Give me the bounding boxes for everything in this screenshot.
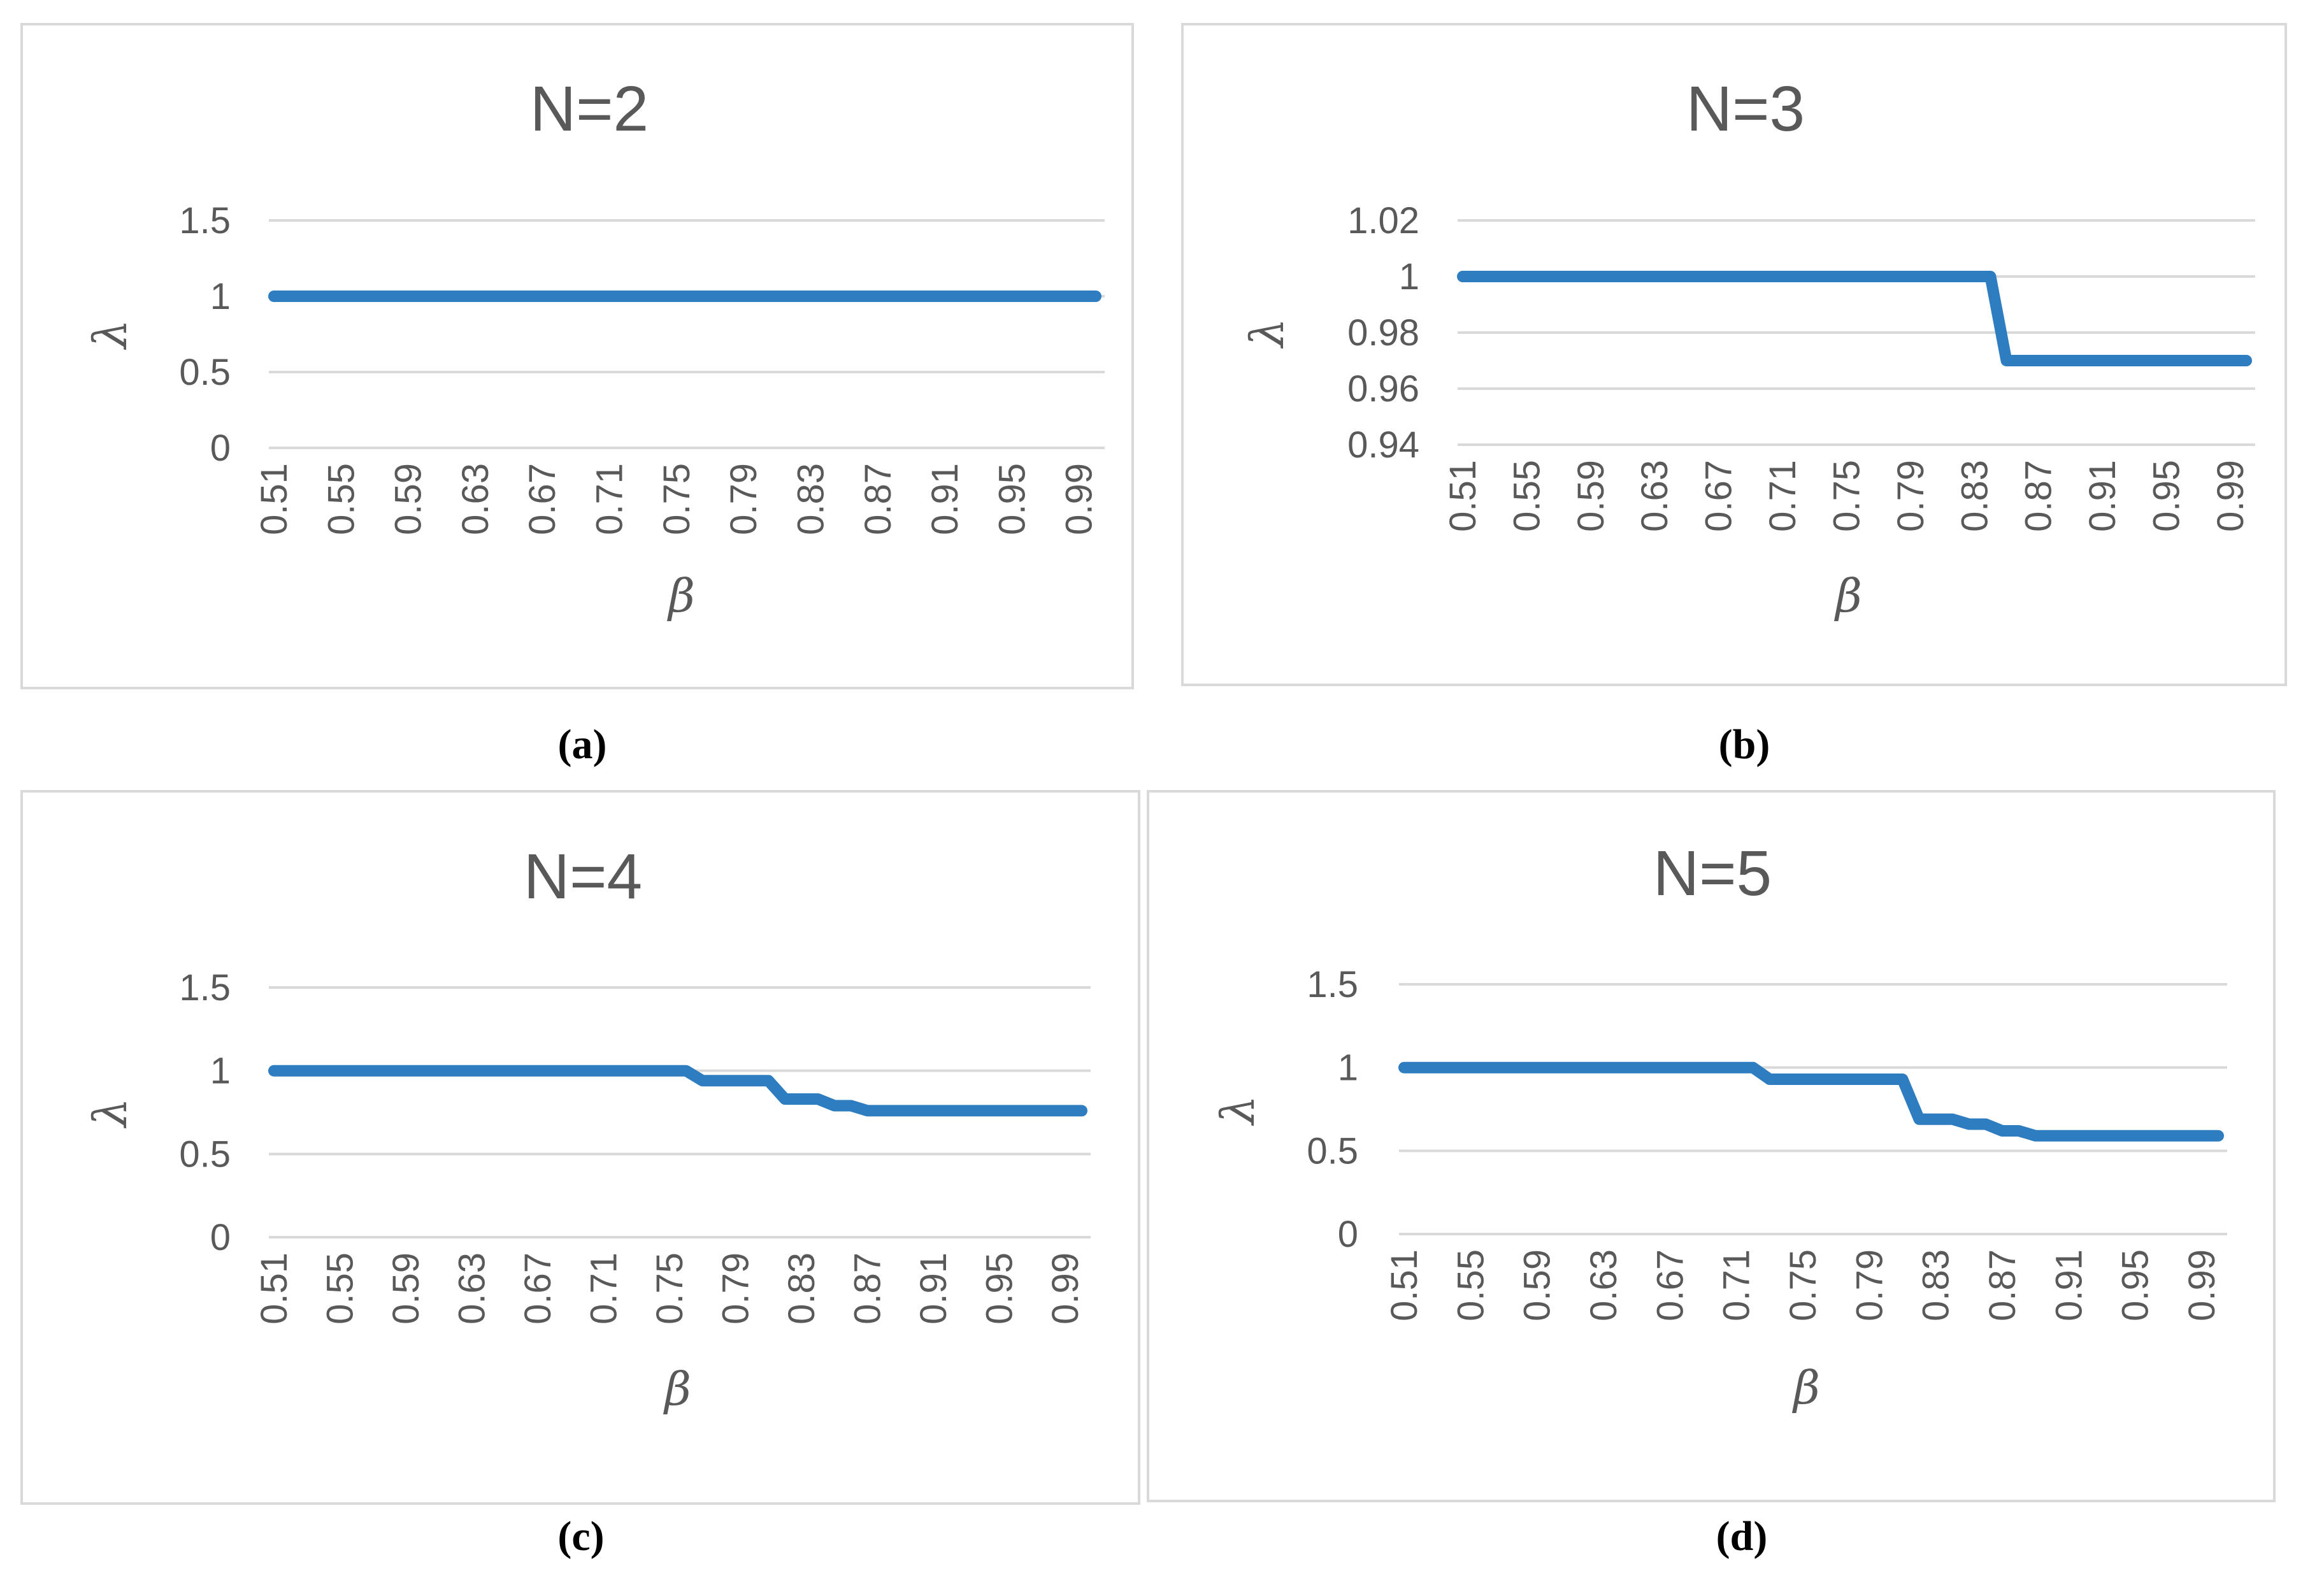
x-tick-label: 0.63 [455, 463, 496, 535]
x-tick-label: 0.83 [1954, 460, 1995, 532]
chart-title: N=4 [524, 841, 642, 912]
y-tick-label: 0 [210, 1217, 231, 1258]
x-tick-label: 0.95 [991, 463, 1033, 535]
y-tick-label: 1 [210, 1051, 231, 1092]
x-tick-label: 0.71 [589, 463, 631, 535]
x-tick-label: 0.75 [656, 463, 698, 535]
x-tick-label: 0.83 [781, 1253, 822, 1325]
x-axis-label: β [1791, 1361, 1820, 1414]
y-tick-label: 1.02 [1347, 200, 1419, 241]
x-tick-label: 0.99 [2181, 1249, 2223, 1321]
y-tick-label: 0.94 [1347, 424, 1419, 466]
chart-title: N=2 [530, 73, 649, 145]
y-tick-label: 0 [210, 427, 231, 469]
x-tick-label: 0.67 [517, 1253, 559, 1325]
x-tick-label: 0.59 [385, 1253, 427, 1325]
x-tick-label: 0.55 [320, 1253, 361, 1325]
x-tick-label: 0.71 [1762, 460, 1804, 532]
x-tick-label: 0.55 [1506, 460, 1547, 532]
panel-caption: (b) [1719, 721, 1770, 768]
y-tick-label: 0.5 [1307, 1130, 1358, 1172]
y-tick-label: 1 [1399, 256, 1419, 298]
x-tick-label: 0.51 [254, 1253, 295, 1325]
x-axis-label: β [666, 569, 695, 622]
y-tick-label: 1.5 [1307, 964, 1358, 1005]
x-tick-label: 0.79 [715, 1253, 757, 1325]
chart-panel-1: 00.511.50.51 0.55 0.59 0.63 0.67 0.71 0.75 0.79… [20, 23, 1134, 768]
y-axis-label: λ [1211, 1095, 1265, 1126]
x-tick-label: 0.63 [1583, 1249, 1625, 1321]
x-tick-label: 0.91 [2082, 460, 2123, 532]
y-tick-label: 0.5 [179, 1133, 231, 1175]
y-tick-label: 1 [1338, 1047, 1358, 1089]
x-tick-label: 0.55 [320, 463, 362, 535]
panel-caption: (c) [557, 1513, 604, 1560]
x-tick-label: 0.75 [649, 1253, 691, 1325]
x-tick-label: 0.67 [1649, 1249, 1691, 1321]
x-tick-label: 0.63 [1634, 460, 1675, 532]
x-axis-label: β [1833, 569, 1862, 622]
x-tick-label: 0.83 [790, 463, 831, 535]
y-tick-label: 0.5 [179, 352, 231, 393]
x-tick-label: 0.75 [1826, 460, 1867, 532]
chart-frame [1147, 790, 2276, 1502]
x-tick-label: 0.59 [388, 463, 429, 535]
x-tick-label: 0.59 [1517, 1249, 1558, 1321]
series-line [268, 1065, 1087, 1117]
y-tick-label: 1.5 [179, 967, 231, 1009]
x-tick-label: 0.71 [584, 1253, 625, 1325]
x-tick-label: 0.87 [847, 1253, 889, 1325]
x-tick-label: 0.99 [1045, 1253, 1086, 1325]
x-tick-label: 0.87 [2018, 460, 2060, 532]
x-tick-label: 0.83 [1916, 1249, 1957, 1321]
y-tick-label: 0.96 [1347, 368, 1419, 410]
y-axis-label: λ [83, 319, 137, 350]
x-tick-label: 0.95 [979, 1253, 1021, 1325]
x-tick-label: 0.79 [1849, 1249, 1890, 1321]
series-line [1457, 271, 2252, 366]
y-tick-label: 1.5 [179, 200, 231, 241]
x-tick-label: 0.79 [723, 463, 764, 535]
x-tick-label: 0.91 [913, 1253, 954, 1325]
x-tick-label: 0.55 [1450, 1249, 1491, 1321]
x-tick-label: 0.79 [1890, 460, 1932, 532]
x-tick-label: 0.99 [1059, 463, 1100, 535]
x-tick-label: 0.95 [2115, 1249, 2156, 1321]
x-axis-label: β [663, 1362, 691, 1416]
x-tick-label: 0.67 [522, 463, 563, 535]
x-tick-label: 0.99 [2210, 460, 2251, 532]
y-tick-label: 0 [1338, 1214, 1358, 1255]
y-axis-label: λ [83, 1098, 137, 1129]
chart-panel-4: 00.511.50.51 0.55 0.59 0.63 0.67 0.71 0.75 0.79… [1147, 790, 2276, 1560]
x-tick-label: 0.71 [1716, 1249, 1758, 1321]
x-tick-label: 0.51 [254, 463, 295, 535]
series-line [1398, 1061, 2224, 1142]
x-tick-label: 0.87 [1982, 1249, 2023, 1321]
x-tick-label: 0.51 [1384, 1249, 1425, 1321]
x-tick-label: 0.95 [2146, 460, 2187, 532]
x-tick-label: 0.63 [452, 1253, 493, 1325]
chart-panel-2: 0.94 0.96 0.98 1 1.02 0.51 0.55 0.59 0.63 0.67 0.7… [1181, 23, 2287, 768]
x-tick-label: 0.59 [1570, 460, 1612, 532]
chart-panel-3: 00.511.50.51 0.55 0.59 0.63 0.67 0.71 0.75 0.79… [20, 790, 1140, 1560]
chart-frame [20, 790, 1140, 1505]
chart-frame [1181, 23, 2287, 686]
x-tick-label: 0.67 [1698, 460, 1740, 532]
panel-caption: (d) [1716, 1513, 1768, 1560]
x-tick-label: 0.75 [1782, 1249, 1824, 1321]
chart-title: N=3 [1686, 73, 1805, 145]
chart-title: N=5 [1653, 838, 1772, 909]
x-tick-label: 0.51 [1442, 460, 1484, 532]
x-tick-label: 0.91 [2048, 1249, 2090, 1321]
y-axis-label: λ [1240, 318, 1294, 349]
chart-frame [20, 23, 1134, 689]
y-tick-label: 1 [210, 276, 231, 317]
y-tick-label: 0.98 [1347, 312, 1419, 354]
panel-caption: (a) [558, 721, 607, 768]
x-tick-label: 0.87 [857, 463, 899, 535]
x-tick-label: 0.91 [924, 463, 966, 535]
